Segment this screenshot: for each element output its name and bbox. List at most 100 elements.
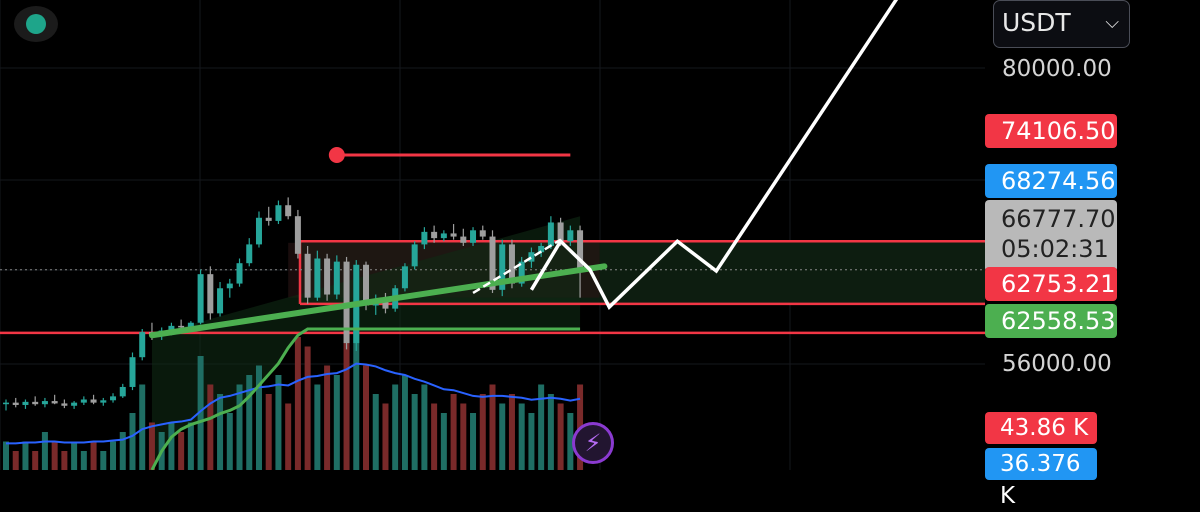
candle-body [557,222,564,242]
volume-bar [197,356,204,470]
volume-bar [217,394,224,470]
volume-bar [557,403,564,470]
candle-body [80,399,87,403]
bar-countdown: 05:02:31 [1001,235,1109,263]
red-level-price-badge: 62753.21 [985,267,1117,301]
candle-body [129,357,136,387]
volume-bar [168,422,175,470]
volume-bar [304,346,311,470]
volume-bar [22,441,29,470]
candle-body [324,258,331,295]
candle-body [197,274,204,323]
candle-body [489,236,496,290]
candle-body [567,230,574,242]
volume-bar [508,394,515,470]
candle-body [275,205,282,221]
candle-body [363,264,370,306]
volume-bar [41,432,48,470]
candle-body [139,332,146,358]
volume-bar [226,413,233,470]
price-axis-label-80000: 80000.00 [1002,56,1112,82]
candle-body [333,261,340,295]
candle-body [421,231,428,245]
candle-body [178,325,185,328]
candle-body [90,399,97,403]
indicator-line [150,327,581,470]
volume-bar [392,384,399,470]
candle-body [518,261,525,284]
candle-body [440,233,447,239]
candle-body [3,402,9,405]
volume-bar [460,403,467,470]
candle-body [236,263,243,284]
candle-body [304,253,311,298]
current-price: 66777.70 [1001,205,1116,233]
candle-body [51,401,58,404]
candle-body [479,230,486,237]
volume-bar [324,365,331,470]
volume-bar [178,432,185,470]
volume-bar [129,413,136,470]
volume-bar [12,451,19,470]
candle-body [508,244,515,284]
chevron-down-icon: ⌵ [1105,12,1119,33]
candle-body [207,274,214,314]
indicator-area [151,216,581,470]
blue-level-price-badge: 68274.56 [985,164,1117,198]
volume-bar [3,441,9,470]
candle-body [32,401,39,405]
volume-bar [431,403,438,470]
candle-body [499,244,506,290]
candle-body [100,400,107,403]
volume-bar [275,375,282,470]
candle-body [343,261,350,344]
volume-bar [528,413,535,470]
logo-dot [26,14,46,34]
volume-bar [450,394,457,470]
volume-bar [110,441,117,470]
volume-bar [265,394,272,470]
circle-logo-icon[interactable] [14,6,58,42]
volume-bar [246,375,253,470]
volume-bar [90,441,97,470]
candle-body [411,244,418,267]
current-price-badge: 66777.70 05:02:31 [985,200,1117,272]
volume-bar [207,384,214,470]
candle-body [187,322,194,328]
volume-bar [401,375,408,470]
volume-badge-1: 43.86 K [985,412,1097,444]
currency-value: USDT [1002,8,1071,37]
candle-body [246,244,253,264]
candle-body [217,288,224,314]
volume-bar [489,384,496,470]
volume-bar [421,384,428,470]
volume-bar [440,413,447,470]
volume-bar [343,327,350,470]
volume-bar [119,432,126,470]
candle-body [255,217,262,245]
price-axis-label-56000: 56000.00 [1002,351,1112,377]
volume-bar [51,441,58,470]
volume-bar [236,384,243,470]
volume-bar [353,308,360,470]
volume-bar [32,451,39,470]
candle-body [41,401,48,405]
volume-bar [294,337,301,470]
volume-bar [333,375,340,470]
candle-body [547,222,554,246]
lightning-bolt-icon[interactable]: ⚡ [572,422,614,464]
volume-bar [547,394,554,470]
candle-body [314,258,321,298]
volume-bar [71,441,78,470]
volume-bar [314,384,321,470]
candle-body [382,299,389,309]
candle-body [61,403,68,406]
volume-bar [499,403,506,470]
candle-body [538,245,545,253]
price-chart[interactable] [0,0,1200,470]
volume-bar [470,413,477,470]
green-trendline [148,263,608,339]
green-level-price-badge: 62558.53 [985,304,1117,338]
currency-select[interactable]: USDT ⌵ [993,0,1130,48]
volume-bar [479,394,486,470]
